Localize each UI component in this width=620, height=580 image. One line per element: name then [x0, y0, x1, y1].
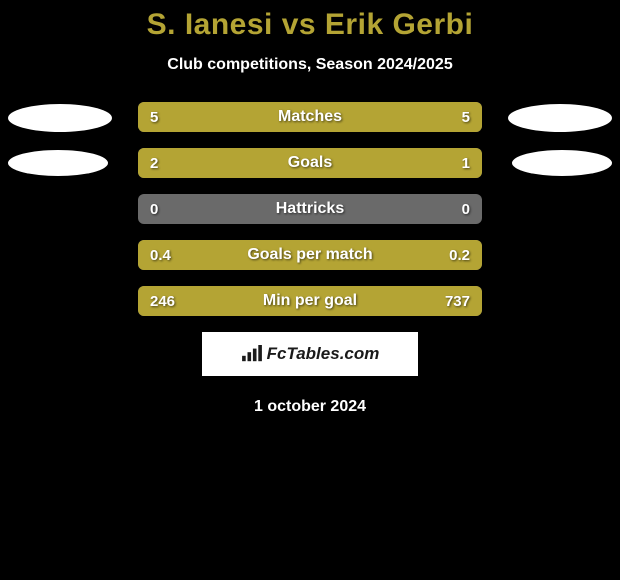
stat-row: Hattricks00: [0, 194, 620, 226]
stat-rows: Matches55 Goals21 Hattricks00 Goals per mat…: [0, 102, 620, 318]
stat-bar: Matches55: [138, 102, 482, 132]
bar-divider: [367, 148, 369, 178]
comparison-card: S. Ianesi vs Erik Gerbi Club competition…: [0, 0, 620, 416]
bar-right-fill: [368, 240, 482, 270]
date-text: 1 october 2024: [0, 398, 620, 416]
bar-right-fill: [224, 286, 482, 316]
bar-right-fill: [310, 102, 482, 132]
bar-left-fill: [138, 102, 310, 132]
stat-bar: Min per goal246737: [138, 286, 482, 316]
stat-row: Min per goal246737: [0, 286, 620, 318]
stat-row: Goals21: [0, 148, 620, 180]
bar-divider: [309, 102, 311, 132]
bar-background: [138, 194, 482, 224]
bar-right-fill: [368, 148, 482, 178]
bar-chart-icon: [241, 345, 263, 363]
bar-divider: [223, 286, 225, 316]
stat-bar: Goals per match0.40.2: [138, 240, 482, 270]
bar-left-fill: [138, 286, 224, 316]
brand-text: FcTables.com: [267, 344, 380, 364]
stat-bar: Hattricks00: [138, 194, 482, 224]
player-ellipse-right: [512, 150, 612, 176]
page-subtitle: Club competitions, Season 2024/2025: [0, 56, 620, 74]
player-ellipse-left: [8, 150, 108, 176]
player-ellipse-left: [8, 104, 112, 132]
stat-bar: Goals21: [138, 148, 482, 178]
brand-badge: FcTables.com: [202, 332, 418, 376]
stat-row: Matches55: [0, 102, 620, 134]
bar-left-fill: [138, 148, 368, 178]
bar-left-fill: [138, 240, 368, 270]
player-ellipse-right: [508, 104, 612, 132]
page-title: S. Ianesi vs Erik Gerbi: [0, 8, 620, 42]
stat-row: Goals per match0.40.2: [0, 240, 620, 272]
bar-divider: [367, 240, 369, 270]
